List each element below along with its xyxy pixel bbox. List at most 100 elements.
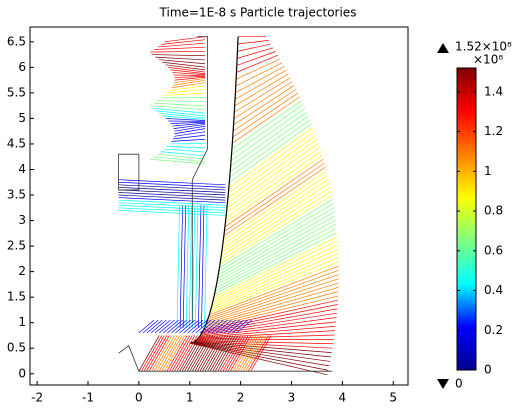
chart: Time=1E-8 s Particle trajectories -2-101… (0, 0, 516, 409)
trajectory (165, 65, 205, 70)
colorbar (457, 68, 476, 370)
trajectory (180, 335, 200, 371)
trajectory (195, 205, 198, 328)
trajectory (151, 320, 166, 333)
trajectory (119, 203, 226, 208)
colorbar-tick-label: 1 (484, 164, 492, 178)
y-tick-label: 5.5 (7, 85, 26, 99)
colorbar-tick-label: 0.8 (484, 204, 503, 218)
y-tick-label: 0 (18, 366, 26, 380)
x-tick-label: 2 (237, 391, 245, 405)
trajectory (144, 335, 164, 371)
y-tick-label: 2.5 (7, 239, 26, 253)
trajectory (158, 101, 205, 102)
trajectory (139, 320, 154, 333)
trajectory (177, 335, 197, 371)
trajectory (147, 320, 162, 333)
trajectory (221, 187, 330, 256)
trajectory (139, 335, 159, 371)
y-tick-label: 4.5 (7, 136, 26, 150)
trajectory (219, 200, 332, 268)
trajectory (238, 40, 269, 44)
trajectory (228, 136, 316, 199)
colorbar-unit: ×10⁸ (473, 53, 503, 67)
colorbar-tick-label: 1.4 (484, 84, 503, 98)
trajectory (169, 335, 189, 371)
y-tick-label: 6 (18, 60, 26, 74)
trajectory (162, 335, 182, 371)
chart-title: Time=1E-8 s Particle trajectories (159, 6, 357, 20)
trajectory (119, 192, 226, 197)
trajectory (119, 198, 226, 203)
trajectory (119, 185, 226, 190)
trajectory (174, 79, 205, 83)
trajectory (177, 205, 180, 328)
trajectory (164, 335, 184, 371)
trajectory (174, 124, 205, 128)
trajectory (149, 335, 169, 371)
trajectory (235, 66, 284, 92)
trajectory (152, 335, 172, 371)
trajectory (157, 335, 177, 371)
trajectory (231, 108, 305, 160)
trajectory (119, 195, 226, 200)
electrode-outline (119, 154, 139, 190)
y-tick-label: 3.5 (7, 188, 26, 202)
trajectory (119, 182, 226, 187)
colorbar-min-label: 0 (455, 377, 463, 391)
trajectory (243, 335, 263, 371)
trajectories (119, 37, 339, 375)
trajectory (163, 116, 205, 120)
trajectory (227, 139, 317, 203)
trajectory (172, 335, 192, 371)
y-tick-label: 5 (18, 111, 26, 125)
trajectory (119, 205, 226, 210)
trajectory (228, 335, 248, 371)
trajectory (161, 97, 205, 98)
trajectory (164, 93, 205, 95)
trajectory (167, 335, 187, 371)
trajectory (189, 205, 192, 328)
trajectory (183, 205, 186, 328)
trajectory (174, 335, 194, 371)
x-tick-label: 4 (339, 391, 347, 405)
trajectory (201, 205, 204, 328)
trajectory (154, 335, 174, 371)
trajectory (215, 335, 235, 371)
x-tick-label: 0 (135, 391, 143, 405)
trajectory (236, 59, 280, 79)
trajectory (225, 159, 323, 227)
trajectory (156, 111, 205, 116)
colorbar-tick-label: 0.6 (484, 243, 503, 257)
trajectory (197, 339, 334, 340)
x-tick-label: 1 (186, 391, 194, 405)
colorbar-tick-label: 0.2 (484, 323, 503, 337)
trajectory (163, 320, 178, 333)
trajectory (186, 205, 189, 328)
trajectory (173, 80, 205, 85)
trajectory (182, 335, 202, 371)
trajectory (220, 335, 240, 371)
x-tick-label: -1 (82, 391, 94, 405)
trajectory (209, 266, 338, 315)
trajectory (237, 48, 273, 59)
trajectory (152, 55, 205, 56)
trajectory (154, 47, 205, 49)
trajectory (223, 335, 243, 371)
y-tick-label: 0.5 (7, 341, 26, 355)
trajectory (164, 149, 205, 152)
trajectory (170, 70, 205, 74)
trajectory (234, 85, 295, 125)
trajectory (236, 63, 282, 86)
y-tick-label: 1 (18, 315, 26, 329)
colorbar-tick-label: 0 (484, 363, 492, 377)
trajectory (155, 57, 205, 60)
trajectory (213, 335, 233, 371)
page: Time=1E-8 s Particle trajectories -2-101… (0, 0, 516, 409)
x-tick-label: 5 (389, 391, 397, 405)
y-tick-label: 6.5 (7, 34, 26, 48)
trajectory (180, 205, 183, 328)
trajectory (159, 320, 174, 333)
trajectory (154, 157, 205, 162)
max-marker (437, 43, 449, 53)
